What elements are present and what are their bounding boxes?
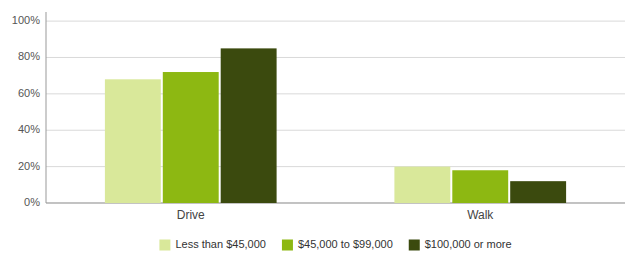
bars	[105, 48, 566, 203]
bar	[221, 48, 277, 203]
grid-line	[46, 57, 625, 58]
y-axis-line	[46, 12, 47, 203]
y-tick-label: 0%	[24, 196, 40, 208]
legend-item: Less than $45,000	[159, 238, 266, 251]
chart: 0% 20% 40% 60% 80% 100% Drive Walk Less than $45…	[0, 0, 637, 261]
grid	[46, 21, 625, 203]
legend: Less than $45,000 $45,000 to $99,000 $100,…	[159, 238, 511, 251]
legend-label: $45,000 to $99,000	[298, 238, 393, 250]
x-tick-label: Walk	[467, 208, 494, 222]
x-tick-label: Drive	[177, 208, 205, 222]
legend-label: Less than $45,000	[175, 238, 266, 250]
legend-swatch	[409, 240, 420, 251]
bar	[163, 72, 219, 203]
y-tick-label: 60%	[18, 87, 40, 99]
grid-line	[46, 21, 625, 22]
bar	[452, 170, 508, 203]
bar	[105, 79, 161, 203]
y-tick-label: 80%	[18, 50, 40, 62]
y-tick-label: 20%	[18, 160, 40, 172]
y-tick-label: 100%	[12, 14, 40, 26]
legend-swatch	[282, 240, 293, 251]
legend-item: $45,000 to $99,000	[282, 238, 393, 251]
legend-label: $100,000 or more	[425, 238, 512, 250]
y-tick-label: 40%	[18, 123, 40, 135]
legend-swatch	[159, 240, 170, 251]
bar	[510, 181, 566, 203]
legend-item: $100,000 or more	[409, 238, 512, 251]
page: {"chart_data": {"type": "bar", "categori…	[0, 0, 637, 261]
bar	[394, 167, 450, 203]
